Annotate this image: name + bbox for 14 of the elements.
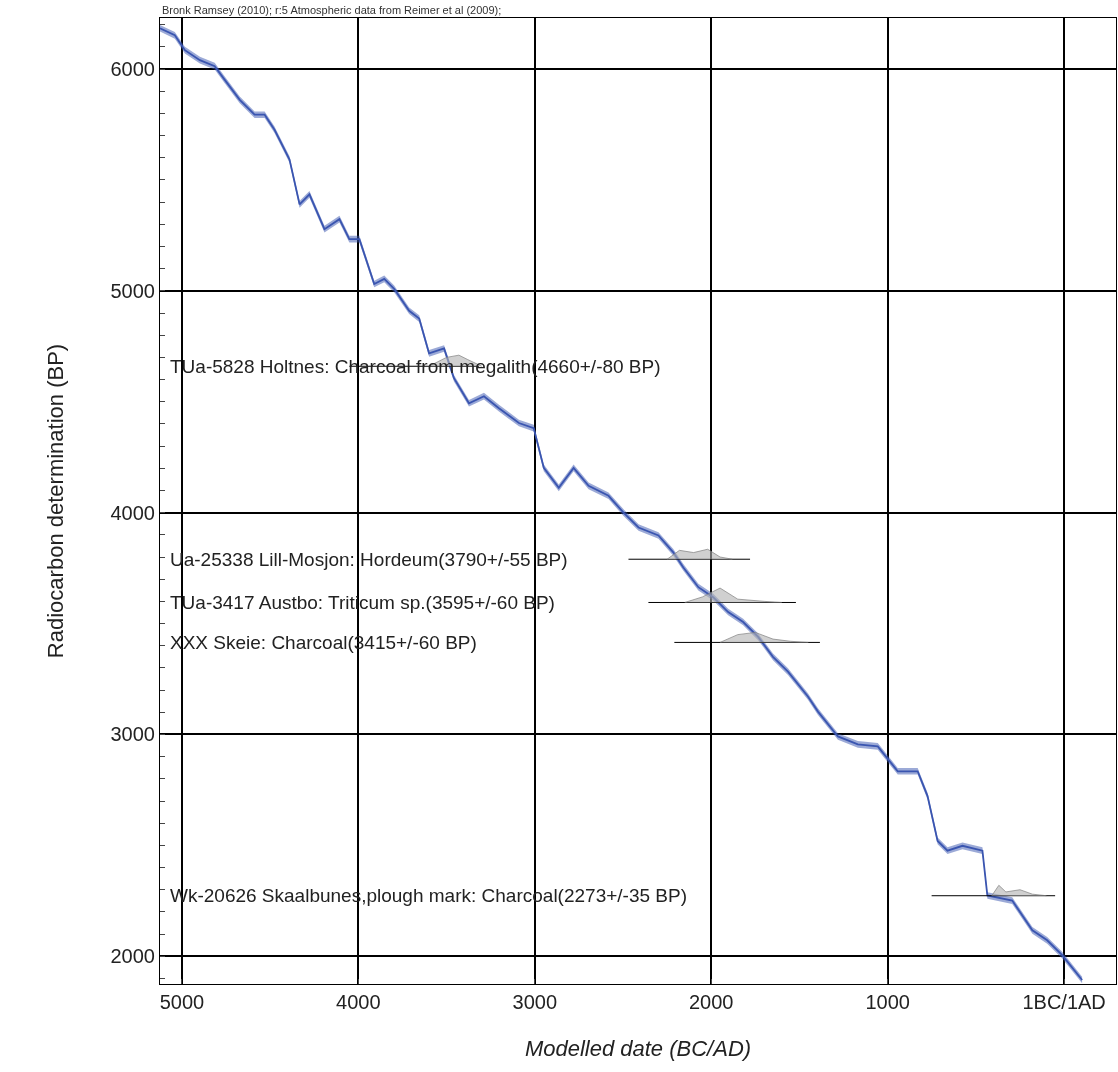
y-tick-label: 4000 xyxy=(110,501,155,524)
y-axis-title: Radiocarbon determination (BP) xyxy=(43,343,69,659)
x-tick-label: 3000 xyxy=(512,991,558,1013)
x-tick-label: 2000 xyxy=(688,991,734,1013)
x-tick-label: 1000 xyxy=(865,991,910,1013)
y-tick-label: 6000 xyxy=(110,58,155,81)
x-tick-label: 5000 xyxy=(159,991,205,1013)
chart-title: Bronk Ramsey (2010); r:5 Atmospheric data from Reimer et al (2009); xyxy=(162,4,502,16)
x-axis-title: Modelled date (BC/AD) xyxy=(524,1035,752,1061)
y-tick-label: 2000 xyxy=(110,945,155,968)
y-tick-label: 3000 xyxy=(110,723,155,746)
y-tick-label: 5000 xyxy=(110,279,155,302)
x-tick-label: 1BC/1AD xyxy=(1022,991,1106,1013)
x-tick-label: 4000 xyxy=(336,991,381,1013)
